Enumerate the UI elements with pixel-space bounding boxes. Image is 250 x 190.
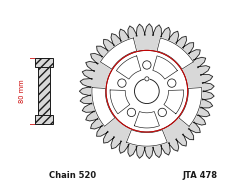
Text: 10.5: 10.5 (154, 54, 168, 59)
Circle shape (118, 79, 126, 87)
Circle shape (145, 77, 149, 81)
Circle shape (106, 50, 188, 132)
Circle shape (143, 61, 151, 69)
Bar (34, 115, 53, 124)
Polygon shape (153, 56, 177, 79)
Circle shape (127, 108, 136, 117)
Text: Chain 520: Chain 520 (49, 172, 96, 180)
Polygon shape (92, 88, 115, 126)
Polygon shape (80, 24, 214, 159)
Polygon shape (134, 112, 160, 128)
Bar (38, 58, 50, 124)
Polygon shape (116, 56, 141, 79)
Polygon shape (164, 90, 184, 114)
Circle shape (168, 79, 176, 87)
Circle shape (158, 108, 166, 117)
Polygon shape (110, 90, 130, 114)
Polygon shape (126, 130, 167, 146)
Text: 80 mm: 80 mm (19, 79, 25, 103)
Polygon shape (179, 88, 202, 126)
Polygon shape (100, 38, 137, 69)
Polygon shape (157, 38, 193, 69)
Circle shape (134, 79, 159, 104)
Text: 104 mm: 104 mm (119, 93, 146, 114)
Text: JTA 478: JTA 478 (182, 172, 217, 180)
Bar (34, 58, 53, 67)
